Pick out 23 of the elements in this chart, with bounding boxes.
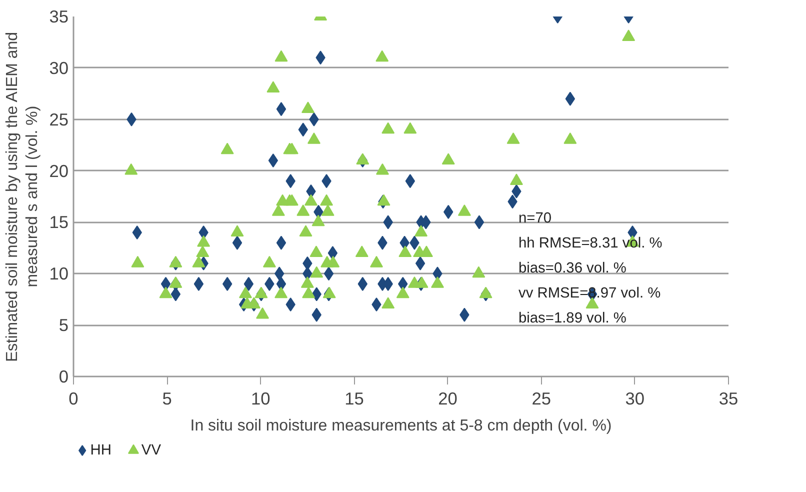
y-tick-label: 5	[58, 315, 69, 336]
x-tick-label: 35	[718, 388, 738, 408]
annotation: bias=1.89 vol. %	[518, 310, 626, 326]
x-tick-label: 15	[344, 388, 364, 408]
annotation: n=70	[518, 210, 552, 226]
y-tick-label: 35	[49, 6, 69, 26]
y-tick-label: 25	[49, 109, 69, 130]
legend-label: HH	[90, 442, 112, 458]
annotation: hh RMSE=8.31 vol. %	[518, 236, 662, 252]
x-tick-label: 20	[438, 388, 458, 408]
x-tick-label: 30	[625, 388, 645, 408]
x-tick-label: 25	[532, 388, 551, 408]
x-axis-title: In situ soil moisture measurements at 5-8 cm depth (vol. %)	[190, 418, 612, 434]
x-tick-label: 10	[251, 388, 270, 408]
y-tick-label: 0	[58, 366, 69, 386]
y-tick-label: 15	[49, 212, 69, 232]
y-tick-label: 10	[49, 264, 69, 284]
annotation: bias=0.36 vol. %	[518, 260, 626, 276]
y-axis-title: Estimated soil moisture by using the AIEM and measured s and l (vol. %)	[4, 32, 42, 362]
legend-label: VV	[141, 442, 162, 458]
y-tick-label: 30	[49, 58, 69, 78]
x-tick-label: 5	[162, 388, 172, 408]
y-tick-label: 20	[49, 160, 69, 181]
